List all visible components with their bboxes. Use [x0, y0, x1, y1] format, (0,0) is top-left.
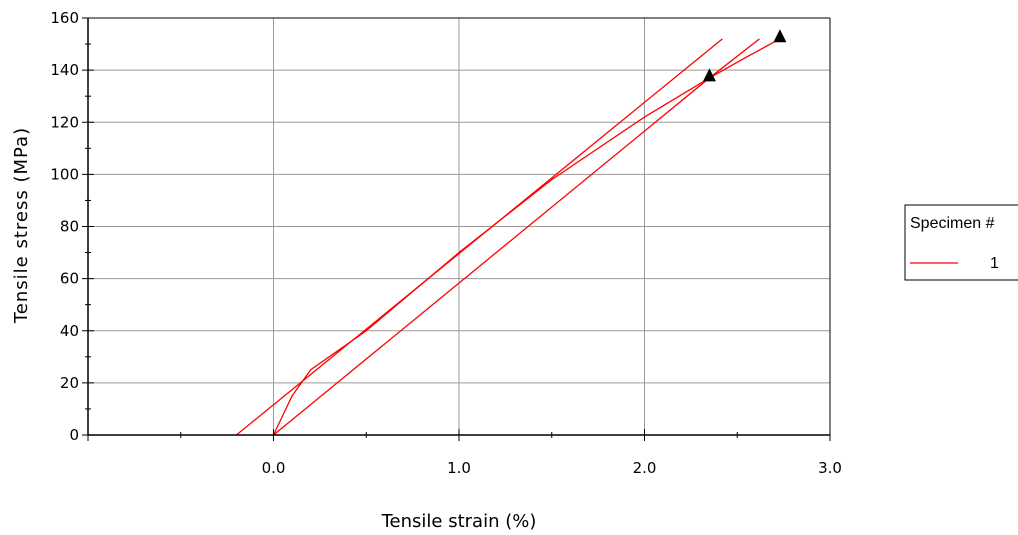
axes: [82, 17, 831, 441]
y-tick-label: 80: [60, 218, 79, 236]
y-tick-label: 40: [60, 322, 79, 340]
tick-labels: 0 20 40 60 80 100 120 140 160 0.0 1.0 2.0 3.0: [50, 9, 842, 477]
series-layer: [235, 29, 787, 436]
y-tick-label: 60: [60, 270, 79, 288]
x-axis-title: Tensile strain (%): [381, 511, 537, 530]
series-line: [273, 77, 710, 436]
y-axis-title: Tensile stress (MPa): [11, 127, 32, 324]
y-tick-label: 120: [50, 113, 79, 131]
y-tick-label: 20: [60, 374, 79, 392]
x-tick-label: 1.0: [447, 459, 471, 477]
y-tick-label: 140: [50, 61, 79, 79]
x-tick-label: 0.0: [262, 459, 286, 477]
break-point-marker: [702, 68, 716, 82]
series-line: [709, 38, 781, 79]
y-tick-label: 0: [69, 426, 79, 444]
x-tick-label: 2.0: [633, 459, 657, 477]
y-tick-label: 100: [50, 165, 79, 183]
x-tick-label: 3.0: [818, 459, 842, 477]
y-tick-label: 160: [50, 9, 79, 27]
series-line: [709, 38, 760, 79]
break-point-marker: [773, 29, 787, 43]
legend-entry-label: 1: [990, 255, 999, 272]
series-line: [235, 38, 723, 436]
legend-box: [904, 204, 1018, 281]
grid: [88, 17, 830, 435]
legend: Specimen # 1: [904, 204, 1018, 281]
legend-title: Specimen #: [910, 215, 995, 232]
